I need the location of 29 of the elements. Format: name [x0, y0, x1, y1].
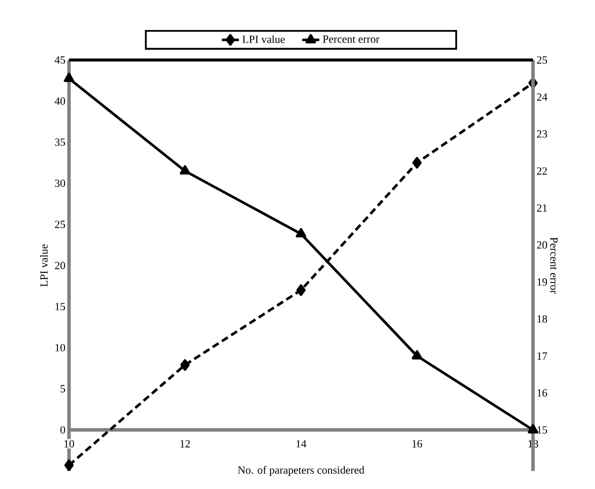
y-tick-label: 40: [54, 97, 66, 105]
x-tick-label: 12: [180, 440, 190, 448]
y2-tick-label: 21: [537, 204, 547, 212]
y2-tick-label: 18: [537, 315, 548, 323]
y-tick-label: 20: [55, 262, 66, 270]
y-axis-title: LPI value: [40, 244, 48, 287]
y2-tick-label: 17: [537, 352, 548, 360]
y-tick-label: 30: [55, 180, 66, 187]
legend-label: LPI value: [242, 35, 285, 44]
y2-axis-title: Percent error: [550, 237, 558, 294]
y2-tick-label: 16: [537, 389, 548, 397]
x-tick-label: 14: [296, 440, 306, 448]
y-tick-label: 35: [55, 138, 66, 146]
y2-tick-label: 24: [537, 93, 548, 101]
y-tick-label: 5: [60, 385, 66, 392]
x-axis-title: No. of parapeters considered: [238, 466, 364, 476]
y-tick-label: 45: [54, 56, 66, 64]
y2-tick-label: 23: [537, 130, 548, 138]
y2-tick-label: 19: [537, 278, 548, 286]
y-tick-label: 15: [55, 302, 66, 310]
legend-label: Percent error: [322, 36, 380, 43]
y2-tick-label: 22: [537, 167, 547, 175]
y2-tick-label: 15: [537, 426, 548, 434]
x-tick-label: 16: [412, 440, 422, 448]
y-tick-label: 0: [60, 426, 66, 434]
y-tick-label: 25: [55, 220, 66, 228]
y2-tick-label: 25: [537, 56, 548, 64]
y2-tick-label: 20: [537, 241, 548, 249]
y-tick-label: 10: [55, 344, 66, 352]
